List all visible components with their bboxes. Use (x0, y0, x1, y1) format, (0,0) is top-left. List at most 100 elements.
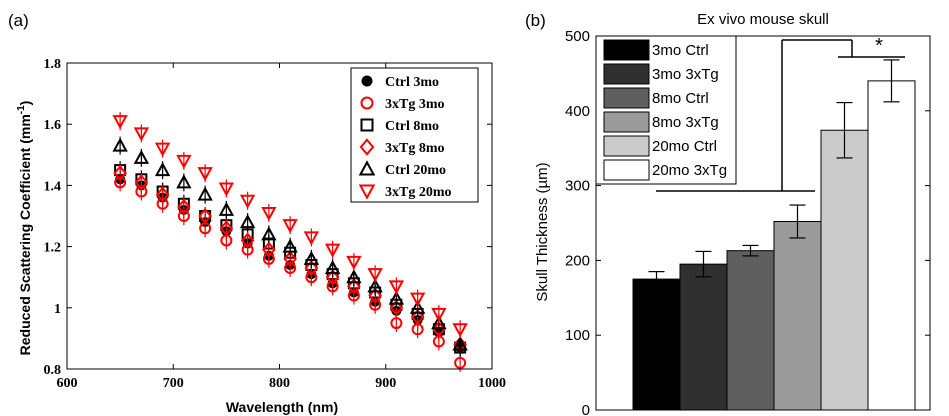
y-tick-label-a: 1.6 (44, 118, 62, 133)
data-point (410, 308, 425, 326)
data-point (282, 238, 298, 253)
data-point (304, 259, 319, 277)
legend-marker (359, 138, 375, 156)
y-axis-label-a: Reduced Scattering Coefficient (mm-1) (16, 101, 33, 356)
x-tick-label-a: 800 (269, 376, 290, 391)
data-point (324, 259, 341, 275)
y-tick-label-a: 1.4 (44, 179, 62, 194)
data-point (367, 278, 383, 293)
data-point (431, 315, 447, 330)
y-tick-label-b: 400 (565, 103, 590, 120)
data-point (133, 127, 150, 142)
legend-item-b: 3mo 3xTg (652, 66, 719, 83)
legend-item-b: 3mo Ctrl (652, 42, 709, 59)
x-tick-label-a: 1000 (478, 376, 506, 391)
legend-marker (360, 118, 374, 132)
data-point (367, 268, 383, 283)
scatter-points (112, 112, 468, 372)
legend-swatch (603, 111, 650, 133)
data-point (219, 220, 234, 237)
data-point (154, 162, 171, 177)
y-tick-label-a: 1 (54, 302, 61, 317)
legend-box-b (595, 35, 737, 185)
data-point (133, 149, 150, 164)
bar (820, 129, 869, 411)
series-3xtg-20mo (112, 112, 468, 339)
data-point (283, 250, 297, 267)
legend-item-b: 20mo Ctrl (652, 138, 717, 155)
bar (867, 80, 916, 411)
y-tick-label-b: 500 (565, 28, 590, 45)
data-point (388, 280, 405, 295)
x-tick-label-a: 900 (375, 376, 396, 391)
y-tick-label-a: 0.8 (44, 363, 62, 378)
data-point (197, 186, 213, 201)
bar (773, 221, 822, 411)
legend-item-a: Ctrl 20mo (385, 163, 446, 178)
y-axis-label-b: Skull Thickness (µm) (534, 162, 551, 301)
legend-swatch (603, 39, 650, 61)
data-point (409, 292, 426, 307)
data-point (261, 226, 277, 241)
legend-swatch (603, 159, 650, 181)
data-point (239, 214, 256, 229)
legend-swatch (603, 135, 650, 157)
data-point (154, 142, 171, 157)
x-axis-label-a: Wavelength (nm) (226, 399, 338, 415)
legend-item-a: 3xTg 3mo (385, 97, 445, 112)
data-point (303, 250, 320, 265)
panel-a-label: (a) (8, 11, 29, 30)
data-point (303, 231, 320, 246)
data-point (218, 182, 235, 197)
data-point (454, 356, 467, 369)
y-axis-label-a-text: Reduced Scattering Coefficient (mm (17, 114, 33, 355)
data-point (388, 290, 405, 305)
bar (632, 278, 681, 411)
y-tick-label-b: 100 (565, 327, 590, 344)
data-point (134, 174, 149, 191)
series-ctrl-20mo (112, 136, 468, 354)
bar-chart-panel-b: (b) Ex vivo mouse skull 0 100 200 300 400 500… (525, 11, 931, 416)
legend-item-b: 8mo Ctrl (652, 90, 709, 107)
legend-item-a: 3xTg 20mo (385, 185, 452, 200)
data-point (431, 307, 447, 323)
data-point (177, 198, 191, 215)
legend-item-b: 8mo 3xTg (652, 114, 719, 131)
series-3xtg-3mo (114, 173, 467, 372)
panel-b-label: (b) (525, 11, 546, 30)
legend-marker (361, 75, 373, 87)
data-point (176, 154, 192, 170)
data-point (239, 194, 256, 209)
legend-a: Ctrl 3mo 3xTg 3mo Ctrl 8mo 3xTg 8mo Ctrl 20m… (350, 67, 479, 203)
data-point (325, 269, 340, 286)
legend-item-a: 3xTg 8mo (385, 141, 445, 156)
data-point (346, 269, 362, 284)
plot-frame-b (595, 35, 931, 411)
significance-brackets: * (656, 35, 905, 192)
data-point (113, 165, 127, 182)
legend-item-b: 20mo 3xTg (652, 162, 727, 179)
data-point (452, 323, 468, 338)
legend-b: 3mo Ctrl 3mo 3xTg 8mo Ctrl 8mo 3xTg 20mo Ctr… (595, 35, 737, 185)
axis-ticks-b: 0 100 200 300 400 500 (565, 28, 930, 416)
y-tick-label-b: 0 (582, 402, 590, 416)
legend-item-a: Ctrl 3mo (385, 75, 439, 90)
legend-item-a: Ctrl 8mo (385, 119, 439, 134)
data-point (112, 137, 128, 152)
data-point (112, 115, 128, 130)
data-point (368, 287, 382, 304)
data-point (432, 321, 446, 338)
data-point (176, 174, 192, 189)
significance-star: * (875, 35, 883, 57)
y-tick-label-b: 200 (565, 252, 590, 269)
data-point (389, 299, 404, 316)
y-tick-label-a: 1.8 (44, 57, 62, 72)
data-point (324, 243, 341, 258)
data-point (282, 219, 298, 234)
data-point (347, 278, 361, 295)
data-point (197, 167, 213, 182)
legend-marker (360, 96, 374, 110)
data-point (218, 201, 235, 216)
data-point (240, 232, 255, 249)
